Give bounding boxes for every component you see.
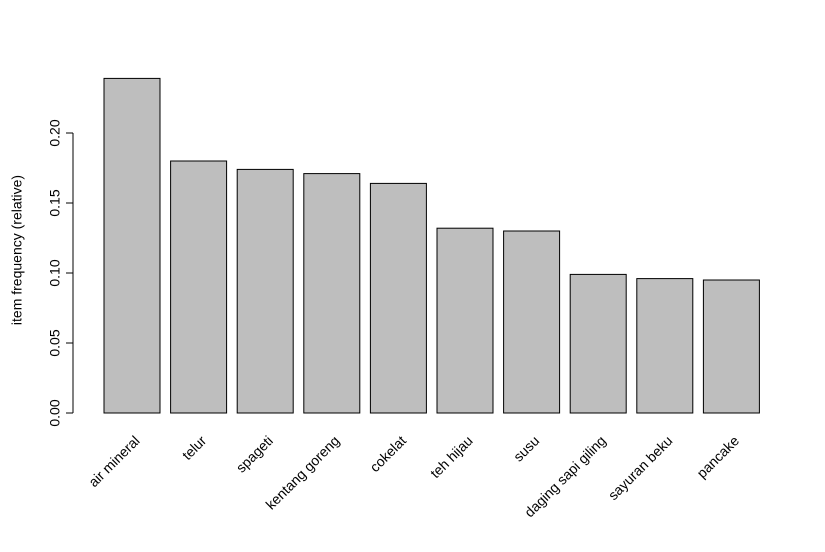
x-tick-label: susu — [510, 432, 542, 464]
x-tick-label: cokelat — [366, 432, 409, 475]
x-tick-label: pancake — [693, 432, 742, 481]
bar — [369, 182, 427, 414]
bar — [170, 160, 228, 414]
y-tick-label: 0.00 — [47, 399, 63, 426]
y-tick-label: 0.20 — [47, 119, 63, 146]
x-tick-label: sayuran beku — [605, 432, 676, 503]
y-tick-label: 0.10 — [47, 259, 63, 286]
y-axis-label: item frequency (relative) — [9, 175, 25, 325]
bar — [103, 77, 161, 414]
bar — [503, 230, 561, 414]
bar — [636, 278, 694, 414]
x-tick-label: spageti — [233, 432, 276, 475]
x-tick-label: teh hijau — [427, 432, 476, 481]
x-tick-label: air mineral — [85, 432, 143, 490]
bar — [702, 279, 760, 414]
x-tick-label: telur — [179, 432, 210, 463]
bar — [436, 227, 494, 414]
bar — [569, 273, 627, 414]
y-tick-label: 0.15 — [47, 189, 63, 216]
bar — [236, 168, 294, 414]
bar — [303, 173, 361, 414]
y-tick-label: 0.05 — [47, 329, 63, 356]
